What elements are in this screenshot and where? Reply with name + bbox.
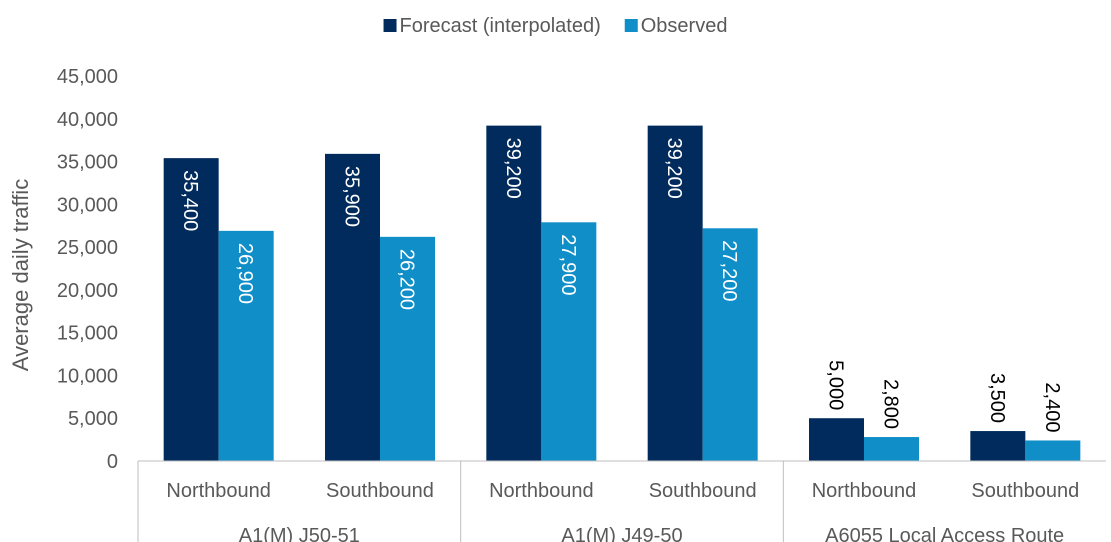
legend-item: Observed bbox=[624, 15, 728, 37]
y-axis-ticks: 0 5,000 10,000 15,000 20,000 25,000 30,000 35,0… bbox=[57, 66, 118, 473]
x-group-label: A1(M) J50-51 bbox=[239, 525, 360, 542]
legend: Forecast (interpolated) Observed bbox=[383, 15, 728, 37]
data-label: 27,900 bbox=[557, 234, 579, 295]
x-axis: Northbound Southbound A1(M) J50-51 Northbou… bbox=[137, 460, 1106, 542]
x-tick-label: Southbound bbox=[649, 480, 757, 502]
y-tick-label: 20,000 bbox=[57, 280, 118, 302]
data-label: 39,200 bbox=[502, 138, 524, 199]
x-tick-label: Southbound bbox=[326, 480, 434, 502]
x-group-label: A6055 Local Access Route bbox=[825, 525, 1064, 542]
bar bbox=[970, 431, 1026, 461]
bar bbox=[380, 236, 435, 461]
data-label: 2,800 bbox=[880, 379, 902, 429]
bars: 35,400 35,900 39,200 39,200 5,000 3,500 26,900… bbox=[163, 125, 1081, 461]
y-tick-label: 45,000 bbox=[57, 66, 118, 88]
bar bbox=[486, 125, 542, 461]
data-label: 35,400 bbox=[179, 170, 201, 231]
bar bbox=[163, 158, 219, 461]
legend-swatch bbox=[383, 19, 397, 32]
data-label: 3,500 bbox=[986, 373, 1008, 423]
x-tick-label: Northbound bbox=[489, 480, 594, 502]
data-label: 2,400 bbox=[1041, 382, 1063, 432]
bar bbox=[218, 230, 274, 461]
y-tick-label: 10,000 bbox=[57, 365, 118, 387]
data-label: 35,900 bbox=[341, 166, 363, 227]
x-tick-label: Northbound bbox=[166, 480, 271, 502]
bar bbox=[541, 222, 597, 461]
y-axis-label: Average daily traffic bbox=[8, 179, 33, 371]
y-tick-label: 5,000 bbox=[68, 408, 118, 430]
x-tick-label: Northbound bbox=[812, 480, 917, 502]
y-tick-label: 30,000 bbox=[57, 194, 118, 216]
y-tick-label: 40,000 bbox=[57, 109, 118, 131]
data-label: 39,200 bbox=[663, 138, 685, 199]
y-tick-label: 15,000 bbox=[57, 323, 118, 345]
data-label: 5,000 bbox=[825, 360, 847, 410]
y-tick-label: 25,000 bbox=[57, 237, 118, 259]
legend-label: Observed bbox=[641, 15, 728, 37]
bar bbox=[702, 228, 758, 461]
bar bbox=[325, 153, 380, 461]
bar bbox=[864, 437, 919, 461]
y-tick-label: 0 bbox=[107, 451, 118, 473]
data-label: 27,200 bbox=[718, 240, 740, 301]
bar bbox=[1025, 440, 1081, 461]
legend-item: Forecast (interpolated) bbox=[383, 15, 601, 37]
legend-swatch bbox=[624, 19, 638, 32]
y-tick-label: 35,000 bbox=[57, 152, 118, 174]
bar bbox=[647, 125, 703, 461]
data-label: 26,200 bbox=[396, 249, 418, 310]
legend-label: Forecast (interpolated) bbox=[400, 15, 601, 37]
bar bbox=[809, 418, 864, 461]
x-tick-label: Southbound bbox=[971, 480, 1079, 502]
data-label: 26,900 bbox=[234, 243, 256, 304]
x-group-label: A1(M) J49-50 bbox=[561, 525, 682, 542]
